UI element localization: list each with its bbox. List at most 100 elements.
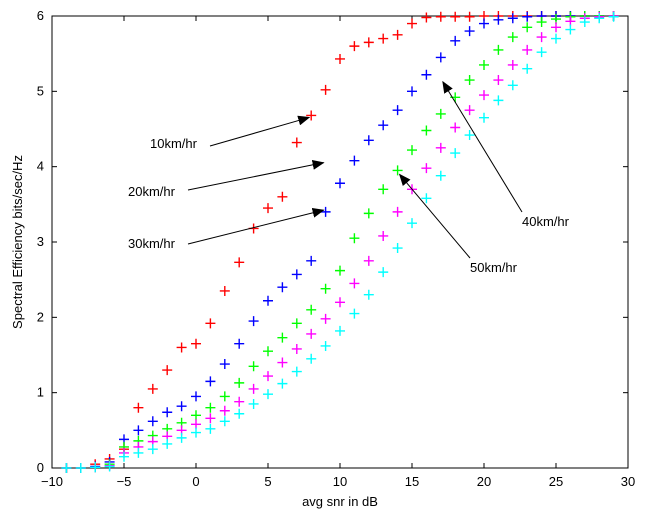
data-point [435,170,446,181]
data-point [320,84,331,95]
data-point [306,328,317,339]
data-point [219,416,230,427]
series-50km-hr [61,11,619,473]
annotation-label: 10km/hr [150,136,198,151]
data-point [407,218,417,229]
data-point [291,343,302,354]
annotation-label: 20km/hr [128,184,176,199]
data-point [450,35,461,46]
data-point [147,416,158,427]
data-point [507,59,518,70]
x-tick-label: 30 [621,474,635,489]
x-tick-label: 15 [405,474,419,489]
data-point [349,41,360,52]
data-point [176,432,187,443]
data-point [507,80,518,91]
y-tick-label: 1 [37,385,44,400]
data-point [205,318,216,329]
data-point [392,206,403,217]
data-point [536,47,547,58]
data-point [191,427,201,438]
data-point [219,285,230,296]
y-tick-label: 4 [37,159,44,174]
data-point [363,289,374,300]
data-point [551,22,561,33]
data-point [536,32,547,43]
data-point [277,357,288,368]
data-point [133,447,144,458]
data-point [306,110,317,121]
data-point [291,269,302,280]
y-tick-label: 3 [37,234,44,249]
data-point [234,377,245,388]
data-point [90,462,101,473]
data-point [291,366,302,377]
data-point [248,361,259,372]
data-point [349,233,360,244]
data-point [277,378,288,389]
data-point [335,325,345,336]
data-point [579,17,590,28]
data-point [522,63,533,74]
x-axis-label: avg snr in dB [302,494,378,509]
annotation-label: 40km/hr [522,214,570,229]
data-point [435,108,446,119]
annotations: 10km/hr 20km/hr 30km/hr 40km/hr 50km/hr [128,80,570,275]
data-point [234,257,245,268]
data-point [464,130,475,141]
data-point [421,12,432,23]
data-point [551,33,561,44]
data-point [407,18,417,29]
data-point [349,278,360,289]
data-point [450,148,461,159]
data-point [219,391,230,402]
annotation-arrow [187,207,325,245]
data-point [263,203,273,214]
data-point [392,165,403,176]
data-point [234,338,245,349]
data-point [104,461,115,472]
data-point [407,145,417,156]
data-point [162,407,173,418]
data-point [335,265,345,276]
x-tick-label: −5 [117,474,132,489]
y-tick-label: 6 [37,8,44,23]
data-point [479,18,489,29]
data-point [479,59,489,70]
data-point [421,69,432,80]
x-tick-label: 10 [333,474,347,489]
data-point [191,338,201,349]
data-point [248,316,259,327]
data-point [277,191,288,202]
y-axis-ticks: 0 1 2 3 4 5 6 [37,8,628,475]
data-point [435,142,446,153]
data-point [479,90,489,101]
x-tick-label: 20 [477,474,491,489]
data-point [522,44,533,55]
data-point [248,398,259,409]
data-point [219,359,230,370]
data-point [435,52,446,63]
data-point [421,193,432,204]
data-point [378,120,389,131]
annotation-arrow [398,173,471,259]
data-point [205,402,216,413]
data-point [263,371,273,382]
data-point [378,33,389,44]
x-axis-ticks: −10 −5 0 5 10 15 20 25 30 [41,16,635,489]
data-point [363,37,374,48]
data-point [162,365,173,376]
data-point [507,13,518,24]
data-point [248,383,259,394]
y-tick-label: 5 [37,83,44,98]
data-point [191,391,201,402]
annotation-arrow [442,80,523,213]
data-point [450,122,461,133]
data-point [363,255,374,266]
data-point [277,332,288,343]
data-point [306,304,317,315]
x-tick-label: 25 [549,474,563,489]
data-point [464,105,475,116]
y-tick-label: 0 [37,460,44,475]
data-point [479,112,489,123]
